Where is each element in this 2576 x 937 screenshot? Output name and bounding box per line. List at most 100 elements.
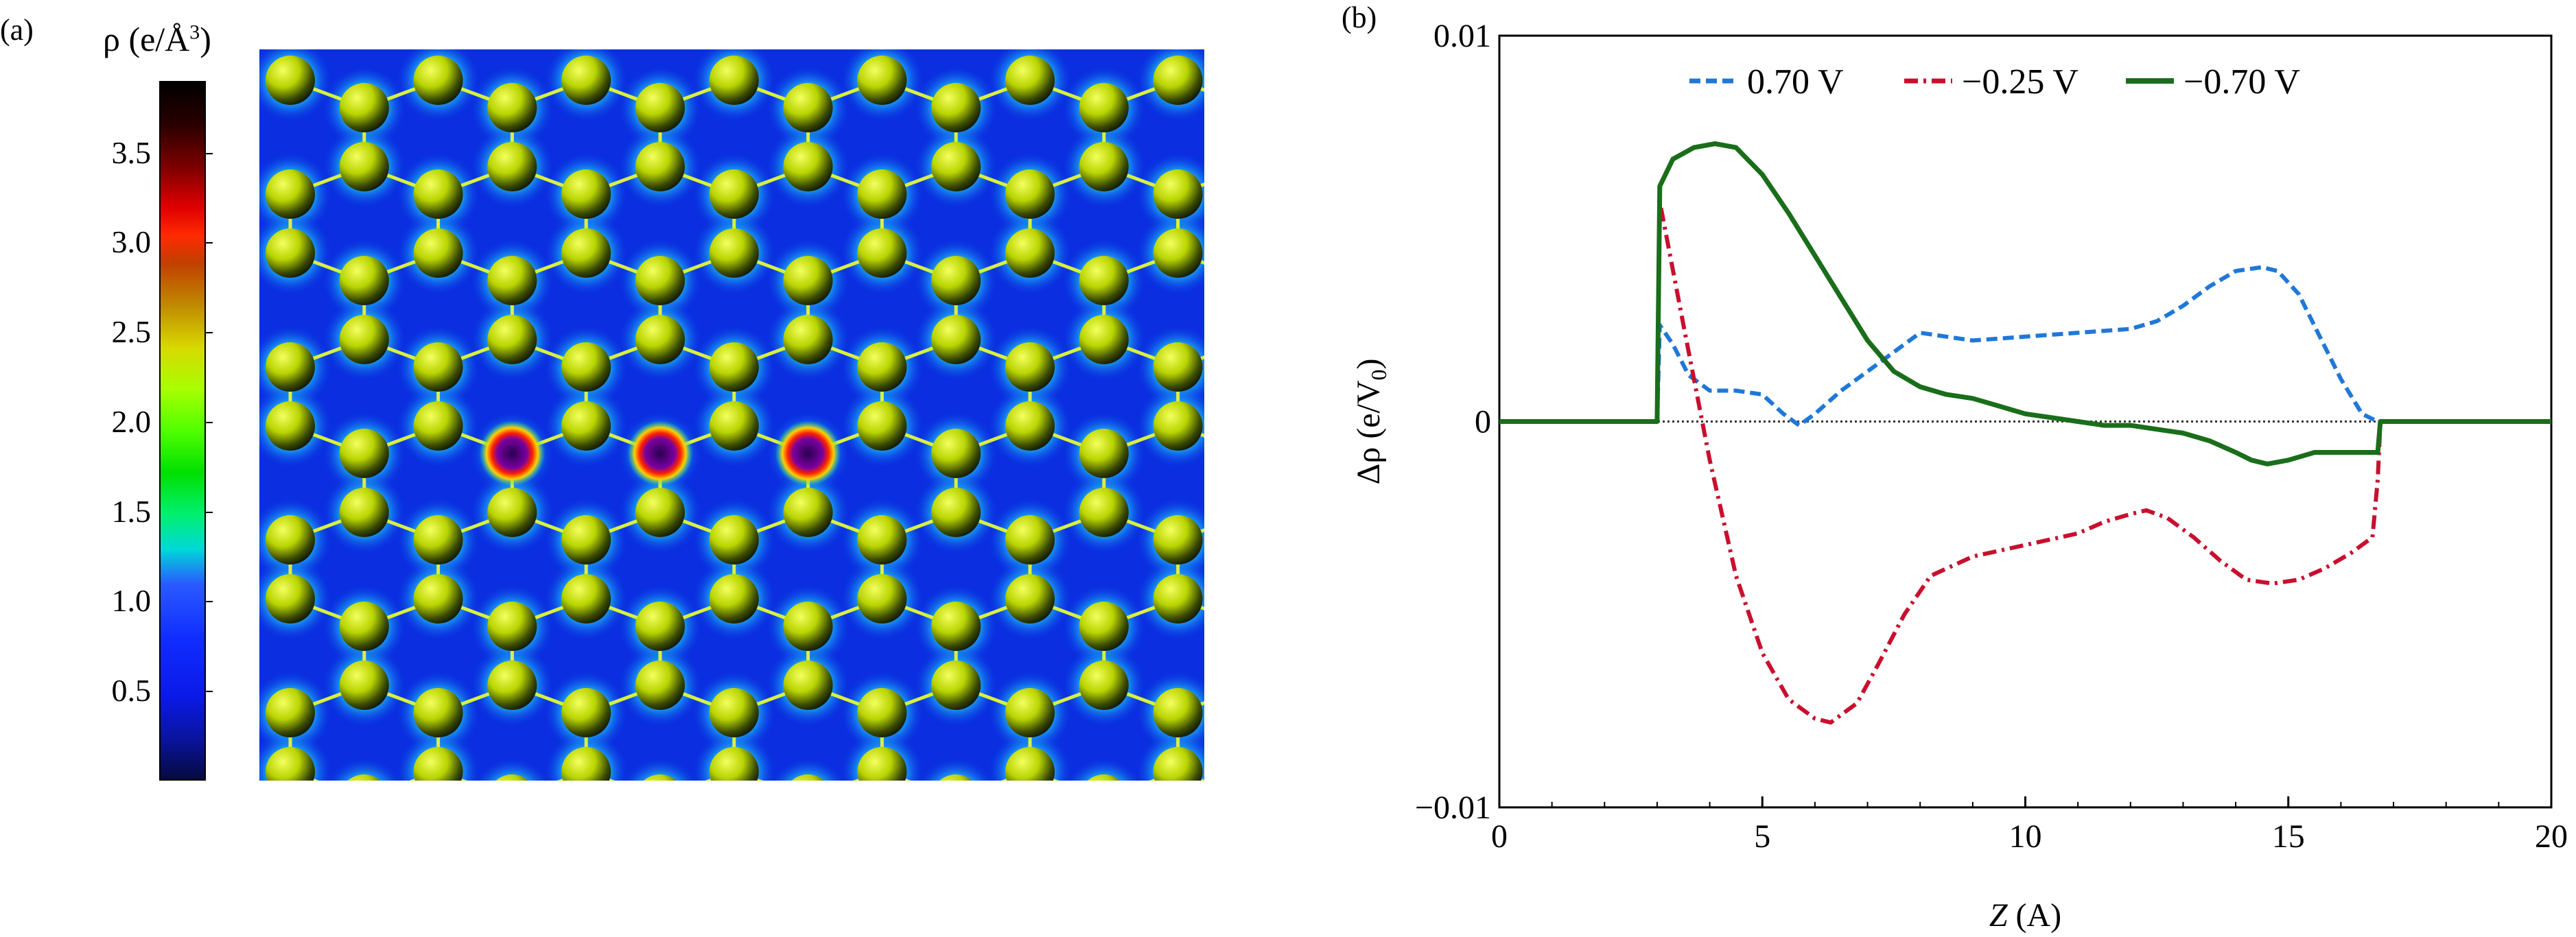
carbon-atom	[1005, 342, 1055, 392]
carbon-atom	[931, 256, 981, 305]
carbon-atom	[487, 83, 537, 132]
carbon-atom	[1005, 169, 1055, 219]
carbon-atom	[1079, 256, 1129, 305]
carbon-atom	[709, 401, 759, 451]
carbon-atom	[266, 401, 315, 451]
legend-label: −0.25 V	[1962, 62, 2079, 102]
y-axis-label-close: )	[1350, 358, 1387, 369]
carbon-atom	[635, 256, 685, 305]
colorbar-tick-mark	[206, 152, 213, 154]
carbon-atom	[339, 83, 389, 132]
carbon-atom	[709, 747, 759, 781]
defect-site	[627, 420, 693, 486]
colorbar-tick-mark	[206, 601, 213, 603]
carbon-atom	[561, 574, 611, 624]
carbon-atom	[857, 574, 907, 624]
carbon-atom	[857, 56, 907, 105]
carbon-atom	[413, 688, 463, 737]
carbon-atom	[931, 315, 981, 364]
carbon-atom	[1005, 688, 1055, 737]
carbon-atom	[1005, 574, 1055, 624]
carbon-atom	[857, 169, 907, 219]
carbon-atom	[266, 574, 315, 624]
carbon-atom	[709, 56, 759, 105]
carbon-atom	[1005, 515, 1055, 565]
carbon-atom	[487, 142, 537, 191]
x-tick-label: 0	[1491, 818, 1508, 855]
carbon-atom	[1153, 228, 1203, 278]
carbon-atom	[1153, 515, 1203, 565]
legend-label: 0.70 V	[1747, 62, 1844, 102]
colorbar-title-close: )	[200, 20, 211, 58]
carbon-atom	[931, 602, 981, 651]
carbon-atom	[857, 747, 907, 781]
carbon-atom	[783, 661, 833, 710]
carbon-atom	[266, 228, 315, 278]
carbon-atom	[931, 83, 981, 132]
defect-site	[775, 420, 841, 486]
carbon-atom	[1005, 401, 1055, 451]
carbon-atom	[709, 342, 759, 392]
legend-label: −0.70 V	[2183, 62, 2300, 102]
series-line	[1499, 199, 2551, 725]
carbon-atom	[266, 169, 315, 219]
x-tick-label: 15	[2272, 818, 2305, 855]
carbon-atom	[635, 315, 685, 364]
colorbar-tick-mark	[206, 332, 213, 334]
carbon-atom	[1079, 602, 1129, 651]
colorbar-tick-mark	[206, 691, 213, 693]
carbon-atom	[791, 774, 825, 781]
atom-halo	[622, 757, 699, 781]
carbon-atom	[495, 774, 529, 781]
carbon-atom	[266, 515, 315, 565]
carbon-atom	[487, 315, 537, 364]
y-axis-label-sub: 0	[1366, 369, 1391, 380]
carbon-atom	[339, 142, 389, 191]
carbon-atom	[1005, 56, 1055, 105]
carbon-atom	[931, 142, 981, 191]
carbon-atom	[561, 515, 611, 565]
carbon-atom	[644, 774, 677, 781]
x-tick-label: 10	[2009, 818, 2042, 855]
carbon-atom	[413, 342, 463, 392]
carbon-atom	[339, 661, 389, 710]
carbon-atom	[635, 142, 685, 191]
carbon-atom	[266, 747, 315, 781]
carbon-atom	[413, 515, 463, 565]
colorbar-title-text: ρ (e/Å	[103, 20, 190, 58]
carbon-atom	[413, 574, 463, 624]
colorbar-title-superscript: 3	[189, 21, 200, 44]
carbon-atom	[1087, 774, 1121, 781]
colorbar-tick-mark	[206, 421, 213, 423]
series-line	[1499, 265, 2551, 428]
colorbar	[159, 81, 206, 781]
colorbar-tick-label: 2.5	[111, 314, 152, 350]
carbon-atom	[266, 688, 315, 737]
carbon-atom	[266, 56, 315, 105]
colorbar-tick-label: 3.0	[111, 224, 152, 260]
carbon-atom	[487, 256, 537, 305]
carbon-atom	[561, 401, 611, 451]
carbon-atom	[413, 56, 463, 105]
carbon-atom	[635, 488, 685, 537]
y-axis-label: Δρ (e/V0)	[1350, 358, 1391, 484]
colorbar-tick-label: 3.5	[111, 134, 152, 170]
carbon-atom	[561, 747, 611, 781]
carbon-atom	[635, 83, 685, 132]
carbon-atom	[931, 429, 981, 478]
carbon-atom	[339, 602, 389, 651]
charge-density-map	[259, 49, 1204, 781]
carbon-atom	[1079, 142, 1129, 191]
carbon-atom	[931, 488, 981, 537]
carbon-atom	[1153, 56, 1203, 105]
carbon-atom	[857, 515, 907, 565]
carbon-atom	[1153, 747, 1203, 781]
panel-a-label: (a)	[0, 13, 34, 47]
carbon-atom	[709, 169, 759, 219]
carbon-atom	[413, 401, 463, 451]
carbon-atom	[709, 688, 759, 737]
carbon-atom	[487, 488, 537, 537]
carbon-atom	[709, 228, 759, 278]
x-axis-label: Z (A)	[1989, 897, 2061, 934]
